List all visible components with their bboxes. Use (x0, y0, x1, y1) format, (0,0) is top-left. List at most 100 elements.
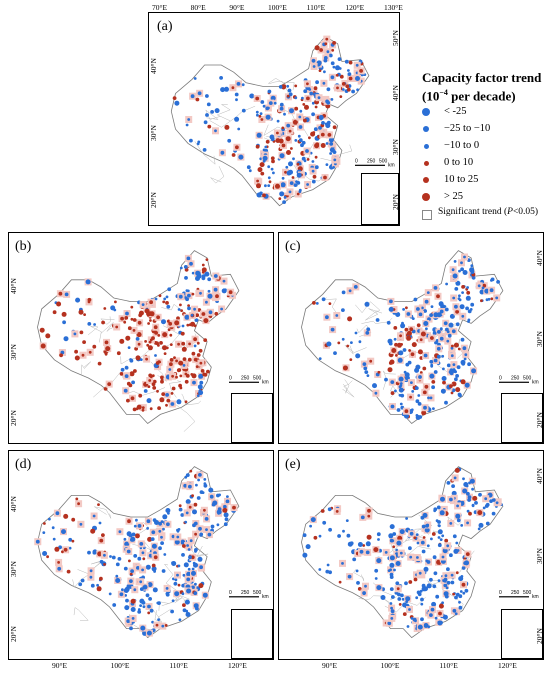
station-dot (455, 280, 461, 286)
station-dot (187, 304, 191, 307)
station-dot (179, 303, 182, 307)
station-dot (131, 380, 135, 385)
station-dot (256, 132, 262, 138)
station-dot (296, 172, 302, 178)
station-dot (163, 297, 167, 301)
station-dot (262, 155, 268, 161)
province-boundary (342, 380, 355, 398)
station-dot (405, 596, 411, 602)
station-dot (419, 338, 423, 342)
station-dot (63, 513, 69, 519)
station-dot (142, 557, 146, 561)
station-dot (214, 311, 219, 316)
station-dot (227, 138, 232, 143)
station-dot (147, 385, 151, 388)
station-dot (429, 359, 434, 364)
station-dot (454, 612, 458, 616)
station-dot (410, 408, 414, 412)
panel-label: (c) (285, 239, 301, 254)
station-dot (237, 127, 241, 131)
station-dot (438, 611, 442, 616)
station-dot (183, 265, 188, 269)
station-dot (384, 551, 388, 554)
station-dot (141, 408, 145, 412)
station-dot (392, 545, 396, 549)
station-dot (147, 345, 153, 351)
station-dot (399, 529, 405, 535)
latitude-tick: 20°N (149, 192, 158, 208)
station-dot (394, 389, 397, 393)
station-dot (197, 140, 201, 144)
station-dot (148, 373, 153, 378)
latitude-tick: 30°N (391, 139, 400, 156)
station-dot (157, 406, 162, 410)
station-dot (196, 353, 201, 357)
station-dot (193, 337, 198, 342)
station-dot (342, 529, 345, 533)
significance-label-pre: Significant trend ( (438, 207, 508, 217)
station-dot (96, 586, 102, 592)
station-dot (119, 338, 125, 344)
station-dot (294, 139, 298, 142)
station-dot (167, 287, 172, 292)
station-dot (455, 541, 459, 545)
station-dot (145, 357, 149, 361)
station-dot (194, 582, 197, 586)
station-dot (333, 158, 337, 162)
station-dot (202, 592, 208, 598)
station-dot (485, 521, 490, 526)
station-dot (201, 263, 205, 267)
station-dot (98, 521, 102, 525)
station-dot (467, 320, 470, 323)
station-dot (265, 106, 270, 111)
station-dot (147, 322, 151, 325)
station-dot (201, 276, 206, 281)
station-dot (326, 563, 330, 567)
province-boundary (457, 339, 464, 359)
station-dot (165, 403, 168, 407)
station-dot (147, 536, 153, 542)
scale-bar-unit: km (262, 380, 269, 386)
station-dot (439, 327, 443, 331)
station-dot (431, 532, 436, 536)
station-dot (404, 409, 409, 414)
station-dot (471, 487, 474, 491)
latitude-tick: 20°N (9, 626, 18, 642)
station-dot (466, 491, 470, 496)
station-dot (203, 478, 207, 481)
station-dot (99, 538, 104, 543)
scale-bar-unit: km (532, 380, 539, 386)
station-dot (408, 546, 412, 551)
station-dot (181, 341, 186, 346)
station-dot (178, 294, 183, 299)
longitude-tick: 80°E (190, 3, 206, 12)
station-dot (444, 307, 449, 312)
legend-item-label: 0 to 10 (444, 157, 474, 168)
station-dot (140, 625, 146, 631)
station-dot (480, 299, 483, 303)
station-dot (332, 166, 335, 169)
station-dot (293, 183, 298, 188)
station-dot (409, 555, 413, 559)
station-dot (142, 605, 146, 609)
station-dot (282, 84, 287, 89)
station-dot (157, 334, 161, 337)
station-dot (278, 138, 284, 144)
station-dot (197, 556, 203, 562)
station-dot (453, 260, 457, 263)
station-dot (314, 105, 318, 109)
station-dot (496, 280, 500, 284)
station-dot (398, 387, 404, 393)
station-dot (115, 574, 119, 578)
station-dot (71, 539, 75, 543)
station-dot (393, 568, 396, 572)
station-dot (417, 624, 423, 630)
station-dot (449, 553, 453, 558)
station-dot (313, 127, 318, 132)
station-dot (374, 391, 378, 395)
station-dot (241, 108, 246, 113)
province-boundary (87, 326, 102, 343)
station-dot (189, 138, 193, 143)
scale-bar-label: 500 (379, 159, 388, 165)
station-dot (434, 616, 438, 620)
